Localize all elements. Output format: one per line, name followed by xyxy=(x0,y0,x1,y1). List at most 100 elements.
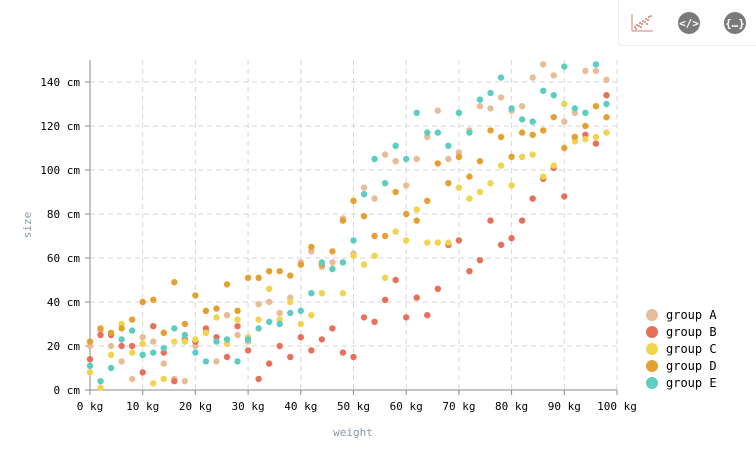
point-group-E xyxy=(107,364,115,372)
point-group-C xyxy=(308,312,315,319)
point-group-C xyxy=(128,349,136,356)
point-group-B xyxy=(160,349,167,356)
point-group-A xyxy=(413,155,420,163)
point-group-A xyxy=(329,259,336,266)
point-group-C xyxy=(107,351,115,358)
point-group-D xyxy=(518,129,526,136)
point-group-B xyxy=(508,235,515,242)
point-group-E xyxy=(360,191,368,198)
legend-swatch xyxy=(646,360,658,372)
point-group-C xyxy=(445,239,452,246)
point-group-C xyxy=(392,228,399,235)
point-group-D xyxy=(97,325,104,332)
point-group-B xyxy=(213,334,220,341)
point-group-B xyxy=(202,325,210,332)
legend-swatch xyxy=(646,326,658,338)
point-group-D xyxy=(403,210,410,218)
point-group-C xyxy=(413,206,420,213)
x-tick-label: 50 kg xyxy=(337,400,370,413)
code-icon[interactable]: </> xyxy=(678,12,700,34)
point-group-C xyxy=(97,384,104,391)
point-group-C xyxy=(86,369,94,376)
point-group-E xyxy=(540,87,547,95)
point-group-A xyxy=(487,105,494,112)
point-group-C xyxy=(276,316,283,323)
point-group-D xyxy=(287,272,294,279)
point-group-C xyxy=(508,182,515,189)
x-tick-label: 80 kg xyxy=(495,400,528,413)
point-group-E xyxy=(518,116,526,123)
point-group-B xyxy=(318,336,326,343)
point-group-E xyxy=(139,351,146,358)
point-group-E xyxy=(466,129,473,136)
point-group-A xyxy=(424,133,431,141)
point-group-B xyxy=(244,347,252,354)
point-group-E xyxy=(487,89,494,97)
point-group-B xyxy=(223,353,231,361)
point-group-D xyxy=(86,338,94,345)
point-group-D xyxy=(150,296,157,303)
point-group-E xyxy=(403,155,410,163)
legend-label: group D xyxy=(666,359,717,373)
point-group-D xyxy=(392,188,399,196)
point-group-E xyxy=(234,358,241,365)
point-group-E xyxy=(297,307,304,314)
point-group-D xyxy=(529,131,536,138)
point-group-D xyxy=(213,305,220,312)
point-group-A xyxy=(403,182,410,189)
point-group-A xyxy=(540,61,547,68)
point-group-E xyxy=(497,74,505,81)
point-group-C xyxy=(223,340,231,347)
point-group-B xyxy=(561,193,568,200)
y-tick-label: 0 cm xyxy=(54,384,81,397)
point-group-D xyxy=(487,127,494,134)
point-group-C xyxy=(360,261,368,268)
point-group-B xyxy=(497,241,505,248)
point-group-B xyxy=(276,342,283,350)
point-group-D xyxy=(118,325,125,332)
point-group-D xyxy=(107,329,115,336)
point-group-A xyxy=(139,334,146,341)
point-group-D xyxy=(603,114,610,121)
point-group-A xyxy=(107,342,115,350)
grid-lines xyxy=(90,60,618,390)
point-group-D xyxy=(171,279,178,286)
point-group-D xyxy=(550,114,557,121)
point-group-D xyxy=(434,160,442,167)
y-tick-label: 60 cm xyxy=(47,252,80,265)
point-group-B xyxy=(360,314,368,321)
point-group-D xyxy=(160,329,167,336)
point-group-B xyxy=(97,331,104,339)
point-group-A xyxy=(213,358,220,365)
y-axis-ticks: 0 cm 20 cm 40 cm 60 cm 80 cm 100 cm 120 cm 140 … xyxy=(40,76,90,397)
x-tick-label: 60 kg xyxy=(390,400,423,413)
point-group-E xyxy=(561,63,568,70)
point-group-D xyxy=(192,292,199,299)
point-group-B xyxy=(413,294,420,301)
point-group-C xyxy=(297,320,304,328)
point-group-B xyxy=(592,140,600,147)
point-group-B xyxy=(434,285,442,292)
point-group-A xyxy=(234,331,241,339)
point-group-E xyxy=(392,142,399,149)
point-group-B xyxy=(371,318,378,325)
x-axis-ticks: 0 kg 10 kg 20 kg 30 kg 40 kg 50 kg 60 kg 70 kg 8… xyxy=(77,390,637,413)
point-group-A xyxy=(455,149,463,156)
point-group-D xyxy=(350,197,357,204)
chart-preview-icon[interactable] xyxy=(630,12,653,34)
y-tick-label: 140 cm xyxy=(40,76,80,89)
point-group-E xyxy=(529,118,536,125)
point-group-D xyxy=(255,274,262,281)
point-group-D xyxy=(308,243,315,251)
point-group-E xyxy=(97,378,104,385)
json-icon[interactable]: {…} xyxy=(724,12,746,34)
point-group-D xyxy=(234,307,241,314)
point-group-E xyxy=(171,325,178,332)
point-group-E xyxy=(86,362,94,369)
point-group-D xyxy=(540,127,547,134)
point-group-C xyxy=(550,162,557,169)
point-group-A xyxy=(255,301,262,308)
point-group-D xyxy=(571,133,579,141)
point-group-D xyxy=(329,248,336,255)
